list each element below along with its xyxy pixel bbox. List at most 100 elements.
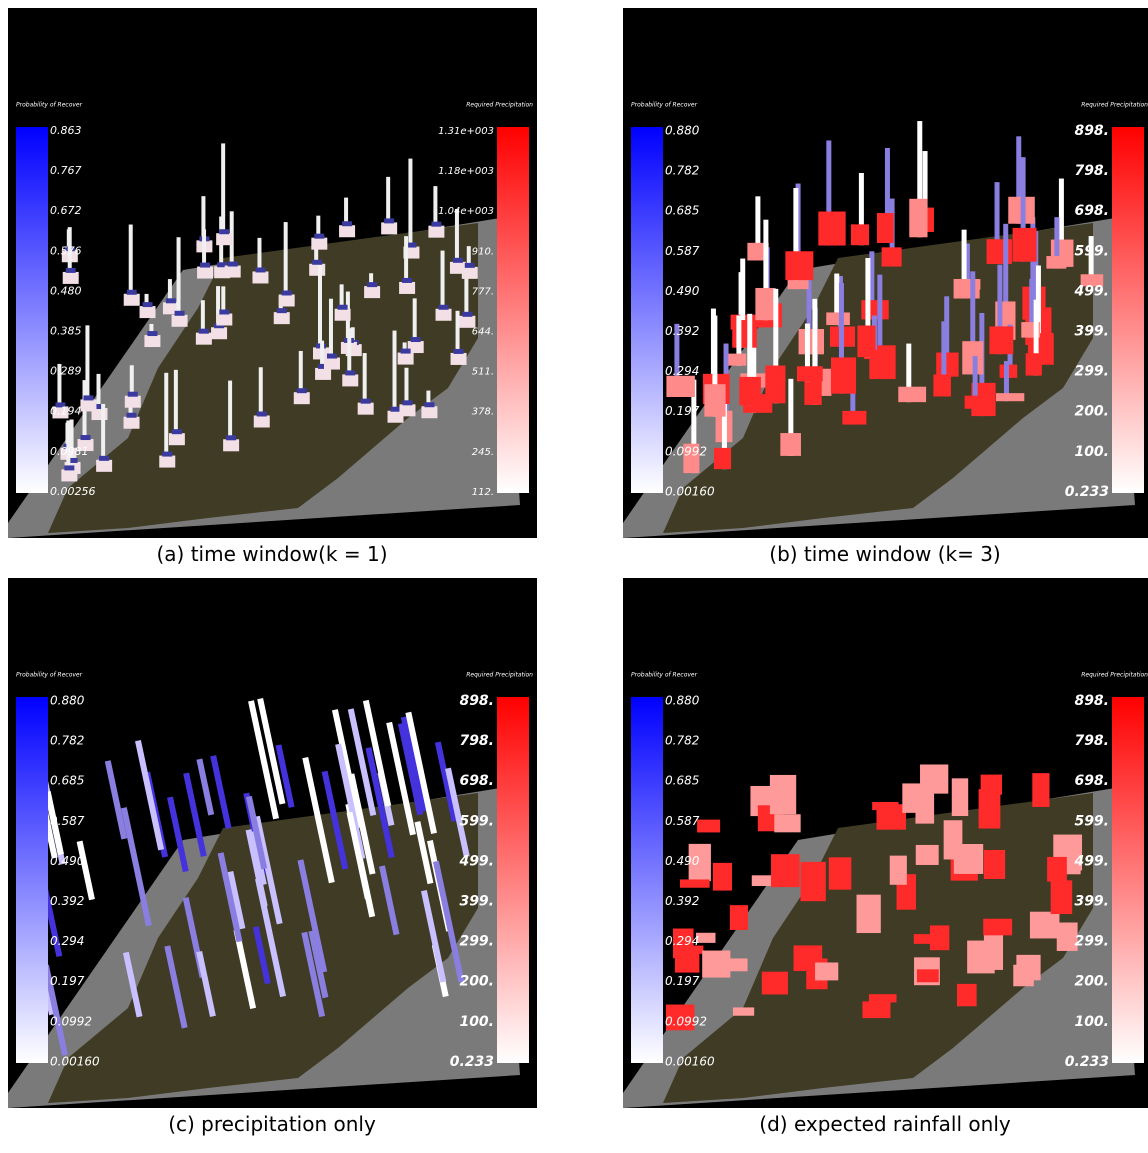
legend-title: Required Precipitation (466, 102, 533, 109)
box (381, 222, 397, 234)
box (702, 951, 730, 978)
legend-label: 511. (472, 367, 494, 378)
rod (105, 760, 127, 839)
box-top (439, 305, 449, 310)
box-top (172, 429, 182, 434)
box-top (411, 337, 421, 342)
legend-label: 0.685 (50, 774, 84, 788)
box (125, 396, 141, 408)
legend-label: 0.233 (1065, 484, 1109, 500)
legend-label: 0.782 (665, 734, 699, 748)
legend-label: 0.294 (50, 934, 84, 948)
box (733, 1007, 754, 1015)
box (765, 366, 785, 404)
box (63, 272, 79, 284)
box (882, 247, 902, 266)
legend-label: 599. (459, 813, 494, 829)
box-top (83, 395, 93, 400)
box (1030, 912, 1060, 939)
box (989, 326, 1013, 354)
legend-label: 0.294 (665, 364, 699, 378)
box (140, 306, 156, 318)
box (197, 267, 213, 279)
box-top (81, 435, 91, 440)
box (311, 238, 327, 250)
box (727, 958, 747, 971)
box (755, 288, 775, 320)
box (342, 374, 358, 386)
legend-label: 777. (472, 286, 494, 297)
legend-label: 0.00160 (665, 484, 715, 498)
box (983, 919, 1012, 936)
box-top (166, 298, 176, 303)
box (730, 905, 748, 930)
box-top (277, 308, 287, 313)
legend-label: 0.685 (665, 774, 699, 788)
legend-title: Probability of Recover (631, 102, 698, 109)
box-top (255, 267, 265, 272)
box-top (226, 435, 236, 440)
legend-label: 0.0992 (665, 1014, 707, 1028)
legend-title: Required Precipitation (1081, 672, 1148, 679)
legend-label: 0.00160 (50, 1054, 100, 1068)
legend-title: Probability of Recover (16, 672, 83, 679)
legend-label: 299. (1074, 364, 1109, 380)
box (774, 814, 800, 832)
legend-label: 698. (459, 773, 494, 789)
box-top (257, 412, 267, 417)
box-top (453, 258, 463, 263)
legend-label: 0.392 (665, 324, 699, 338)
legend-label: 0.767 (50, 164, 82, 177)
rod (196, 758, 214, 815)
legend-label: 0.0981 (50, 445, 89, 458)
legend-label: 378. (472, 407, 494, 418)
box (728, 354, 746, 366)
legend-label: 299. (459, 934, 494, 950)
legend-label: 0.685 (665, 204, 699, 218)
box-top (361, 399, 371, 404)
precipitation-colorbar (1112, 697, 1144, 1063)
box (216, 313, 232, 325)
legend-label: 798. (1074, 733, 1109, 749)
visualization-panel: Probability of RecoverRequired Precipita… (623, 578, 1148, 1108)
box (984, 850, 1005, 879)
legend-label: 0.233 (1065, 1054, 1109, 1070)
legend-label: 0.490 (50, 854, 85, 868)
box (954, 844, 983, 874)
legend-label: 100. (1074, 444, 1109, 460)
legend-label: 499. (458, 853, 494, 869)
legend-label: 0.490 (665, 284, 700, 298)
box (428, 226, 444, 238)
box (124, 294, 140, 306)
box (732, 320, 757, 348)
box (339, 225, 355, 237)
box-top (424, 402, 434, 407)
box-top (64, 465, 74, 470)
box (436, 309, 452, 321)
legend-label: 0.00160 (665, 1054, 715, 1068)
legend-label: 898. (1074, 693, 1109, 709)
box-top (402, 278, 412, 283)
box (831, 357, 856, 393)
box-top (327, 354, 337, 359)
box-top (143, 302, 153, 307)
box-top (345, 370, 355, 375)
box (857, 326, 875, 358)
legend-label: 200. (1074, 404, 1109, 420)
legend-label: 499. (1073, 853, 1109, 869)
box (815, 962, 838, 980)
legend-label: 1.18e+003 (438, 166, 494, 177)
legend-label: 0.385 (50, 325, 82, 338)
rod (77, 841, 95, 901)
box (172, 315, 188, 327)
figure: Probability of Recover Required Precipita… (0, 0, 1148, 1153)
box (216, 233, 232, 245)
box (801, 862, 826, 901)
box-top (431, 222, 441, 227)
legend-label: 0.782 (665, 164, 699, 178)
box-top (147, 331, 157, 336)
box (762, 972, 788, 995)
box-top (66, 268, 76, 273)
